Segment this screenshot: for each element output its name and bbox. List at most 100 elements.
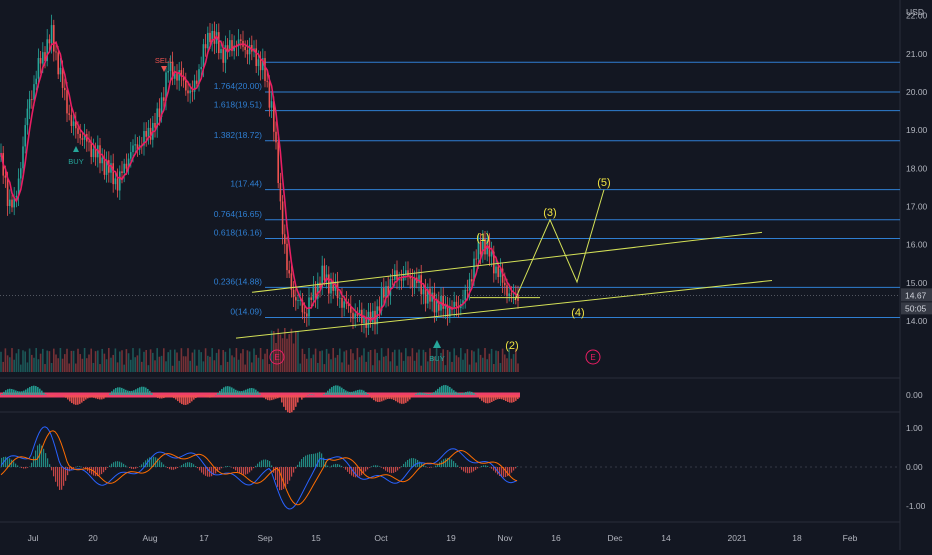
candle-body (506, 285, 508, 296)
macd-histogram-bar (455, 463, 456, 467)
histogram-bar (403, 395, 405, 404)
macd-histogram-bar (297, 465, 298, 467)
macd-histogram-bar (407, 460, 408, 467)
time-tick-label: Oct (374, 533, 388, 543)
histogram-bar (9, 389, 11, 395)
volume-bar (478, 348, 480, 372)
volume-bar (42, 349, 44, 372)
macd-histogram-bar (451, 459, 452, 467)
volume-bar (425, 352, 427, 372)
histogram-bar (229, 387, 231, 395)
macd-histogram-bar (89, 467, 90, 473)
macd-histogram-bar (471, 467, 472, 472)
histogram-bar (131, 391, 133, 395)
histogram-bar (489, 395, 491, 403)
macd-histogram-bar (295, 467, 296, 469)
candle-body (16, 196, 18, 197)
histogram-bar (157, 395, 159, 398)
candle-body (227, 45, 229, 50)
volume-bar (60, 348, 62, 372)
candle-body (24, 125, 26, 146)
macd-histogram-bar (373, 465, 374, 467)
histogram-bar (7, 389, 9, 395)
macd-histogram-bar (259, 462, 260, 467)
histogram-bar (499, 395, 501, 399)
macd-histogram-bar (227, 466, 228, 467)
volume-bar (238, 360, 240, 372)
histogram-bar (83, 395, 85, 401)
histogram-bar (41, 391, 43, 395)
histogram-bar (31, 386, 33, 395)
macd-histogram-bar (163, 464, 164, 467)
histogram-bar (373, 395, 375, 400)
histogram-bar (501, 395, 503, 399)
volume-bar (183, 356, 185, 372)
histogram-bar (25, 390, 27, 395)
histogram-bar (505, 395, 507, 401)
macd-histogram-bar (253, 467, 254, 468)
histogram-bar (37, 387, 39, 395)
volume-bar (407, 356, 409, 372)
macd-histogram-bar (347, 467, 348, 472)
histogram-bar (113, 389, 115, 395)
candle-body (343, 301, 345, 307)
macd-histogram-bar (73, 467, 74, 468)
candle-body (159, 108, 161, 117)
volume-bar (174, 350, 176, 372)
macd-histogram-bar (397, 467, 398, 470)
volume-bar (341, 362, 343, 372)
histogram-bar (209, 395, 211, 398)
volume-bar (38, 359, 40, 372)
volume-bar (497, 351, 499, 372)
histogram-bar (85, 395, 87, 400)
histogram-bar (291, 395, 293, 412)
histogram-bar (445, 385, 447, 395)
volume-bar (412, 348, 414, 372)
volume-bar (394, 350, 396, 372)
volume-bar (359, 357, 361, 372)
candle-body (275, 132, 277, 143)
macd-histogram-bar (235, 467, 236, 470)
candle-body (478, 242, 480, 259)
histogram-bar (297, 395, 299, 402)
histogram-bar (57, 395, 59, 396)
macd-histogram-bar (267, 460, 268, 467)
histogram-bar (123, 389, 125, 395)
volume-bar (5, 348, 7, 372)
histogram-bar (133, 390, 135, 395)
macd-histogram-bar (47, 458, 48, 467)
volume-bar (115, 348, 117, 372)
volume-bar (286, 339, 288, 372)
volume-bar (409, 356, 411, 372)
volume-bar (390, 361, 392, 372)
histogram-bar (53, 395, 55, 396)
buy-signal-label: BUY (68, 157, 83, 166)
time-tick-label: Dec (607, 533, 623, 543)
macd-histogram-bar (387, 467, 388, 472)
macd-histogram-bar (131, 467, 132, 469)
candle-body (354, 314, 356, 319)
volume-bar (198, 350, 200, 372)
macd-histogram-bar (49, 464, 50, 467)
volume-bar (33, 358, 35, 372)
candle-body (497, 267, 499, 277)
histogram-bar (225, 386, 227, 395)
volume-bar (449, 352, 451, 372)
candle-body (508, 293, 510, 296)
volume-bar (126, 349, 128, 372)
macd-histogram-bar (453, 461, 454, 467)
histogram-bar (347, 391, 349, 395)
macd-histogram-bar (509, 467, 510, 475)
histogram-bar (309, 394, 311, 395)
histogram-bar (359, 390, 361, 395)
macd-histogram-bar (171, 467, 172, 470)
histogram-bar (147, 389, 149, 395)
macd-histogram-bar (377, 466, 378, 467)
candle-body (511, 293, 513, 294)
histogram-bar (91, 395, 93, 398)
wave-label: (4) (571, 307, 584, 319)
macd-histogram-bar (129, 467, 130, 468)
macd-histogram-bar (265, 460, 266, 467)
